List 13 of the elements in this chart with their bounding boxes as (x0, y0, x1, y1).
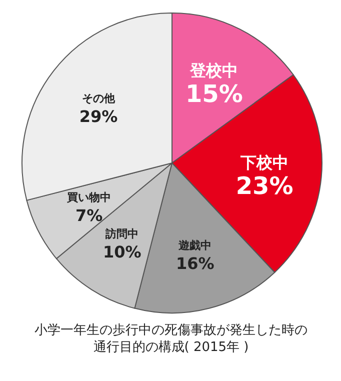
slice-label: 登校中 (189, 61, 238, 80)
data-label: 7% (76, 206, 103, 226)
data-label: 15% (185, 80, 243, 108)
data-label: 29% (79, 107, 118, 126)
data-label: 23% (236, 172, 294, 200)
data-label: 10% (103, 242, 142, 262)
slice-label: 遊戯中 (178, 239, 212, 252)
slice-label: 買い物中 (66, 191, 112, 204)
slice-label: その他 (82, 92, 116, 105)
text: 小学一年生の歩行中の死傷事故が発生した時の通行目的の構成( 2015年 ) (34, 322, 308, 356)
slice-label: 訪問中 (104, 228, 139, 241)
data-label: 16% (176, 254, 214, 274)
slice-label: 下校中 (240, 152, 289, 172)
